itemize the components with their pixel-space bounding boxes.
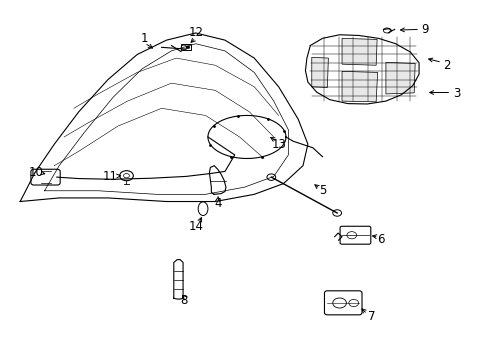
- FancyBboxPatch shape: [324, 291, 361, 315]
- Text: 1: 1: [141, 32, 148, 45]
- Text: 10: 10: [28, 166, 43, 179]
- Text: 6: 6: [377, 233, 384, 246]
- Circle shape: [120, 171, 133, 181]
- Text: 8: 8: [180, 294, 187, 307]
- Ellipse shape: [198, 202, 207, 216]
- Bar: [180, 44, 191, 50]
- FancyBboxPatch shape: [31, 169, 60, 185]
- Text: 2: 2: [442, 59, 449, 72]
- Polygon shape: [385, 62, 414, 94]
- FancyBboxPatch shape: [339, 226, 370, 244]
- Circle shape: [332, 210, 341, 216]
- Polygon shape: [341, 39, 376, 65]
- Text: 12: 12: [188, 27, 203, 40]
- Circle shape: [266, 174, 275, 180]
- Text: 14: 14: [188, 220, 203, 233]
- Text: 11: 11: [102, 170, 118, 183]
- Text: 13: 13: [271, 138, 285, 150]
- Text: 4: 4: [213, 197, 221, 210]
- Text: 5: 5: [318, 184, 325, 197]
- Circle shape: [185, 46, 189, 49]
- Text: 3: 3: [452, 87, 459, 100]
- Polygon shape: [311, 57, 328, 87]
- Text: 7: 7: [367, 310, 374, 323]
- Polygon shape: [341, 71, 377, 102]
- Text: 9: 9: [420, 23, 428, 36]
